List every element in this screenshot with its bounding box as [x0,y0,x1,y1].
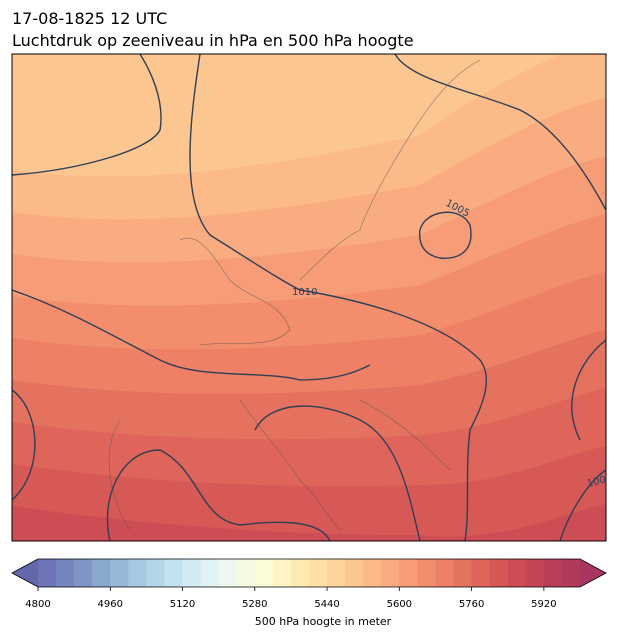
colorbar-segment [453,559,473,587]
isobar [12,289,606,541]
colorbar-tick-label: 4800 [25,599,50,610]
colorbar-segment [236,559,256,587]
colorbar-segment [507,559,527,587]
colorbar-segment [110,559,129,587]
colorbar: 4800 4960 5120 5280 5440 5600 5760 5920 [11,558,607,610]
height-bands [12,54,606,541]
colorbar-segment [164,559,184,587]
colorbar-extend [12,559,38,587]
colorbar-segment [218,559,238,587]
colorbar-tick-label: 5120 [170,599,195,610]
colorbar-segment [327,559,346,587]
colorbar-segment [363,559,382,587]
colorbar-tick-label: 5920 [531,599,556,610]
colorbar-segment [272,559,292,587]
colorbar-segment [345,559,364,587]
colorbar-segment [561,559,581,587]
colorbar-segment [489,559,509,587]
colorbar-tick-label: 4960 [98,599,123,610]
colorbar-segment [471,559,491,587]
colorbar-frame [11,558,607,588]
contour-label: 1000 [586,473,613,490]
isobar [12,54,487,541]
colorbar-segment [182,559,202,587]
colorbar-segment [92,559,111,587]
colorbar-tick-label: 5440 [314,599,339,610]
colorbar-segment [399,559,418,587]
colorbar-segment [309,559,328,587]
isobar [418,211,472,259]
band [12,504,606,541]
colorbar-segment [254,559,274,587]
colorbar-segment [543,559,563,587]
colorbar-segment [38,559,57,587]
colorbar-segment [56,559,75,587]
coastline [108,59,481,531]
map: 1010 1005 1000 [12,54,613,541]
colorbar-segment [74,559,93,587]
colorbar-segment [435,559,455,587]
contour-label: 1010 [292,287,317,298]
title: 17-08-1825 12 UTC [12,9,167,28]
map-frame [11,53,607,542]
colorbar-tick-label: 5760 [459,599,484,610]
colorbar-segment [128,559,147,587]
colorbar-tick-label: 5280 [242,599,267,610]
colorbar-extend [580,559,606,587]
colorbar-segment [381,559,400,587]
subtitle: Luchtdruk op zeeniveau in hPa en 500 hPa… [12,31,414,50]
band [12,446,606,541]
isobar [394,54,606,211]
colorbar-segment [290,559,310,587]
colorbar-segment [417,559,436,587]
colorbar-segment [525,559,545,587]
colorbar-tick-label: 5600 [387,599,412,610]
colorbar-label: 500 hPa hoogte in meter [255,615,392,628]
colorbar-segment [200,559,220,587]
colorbar-segment [146,559,165,587]
